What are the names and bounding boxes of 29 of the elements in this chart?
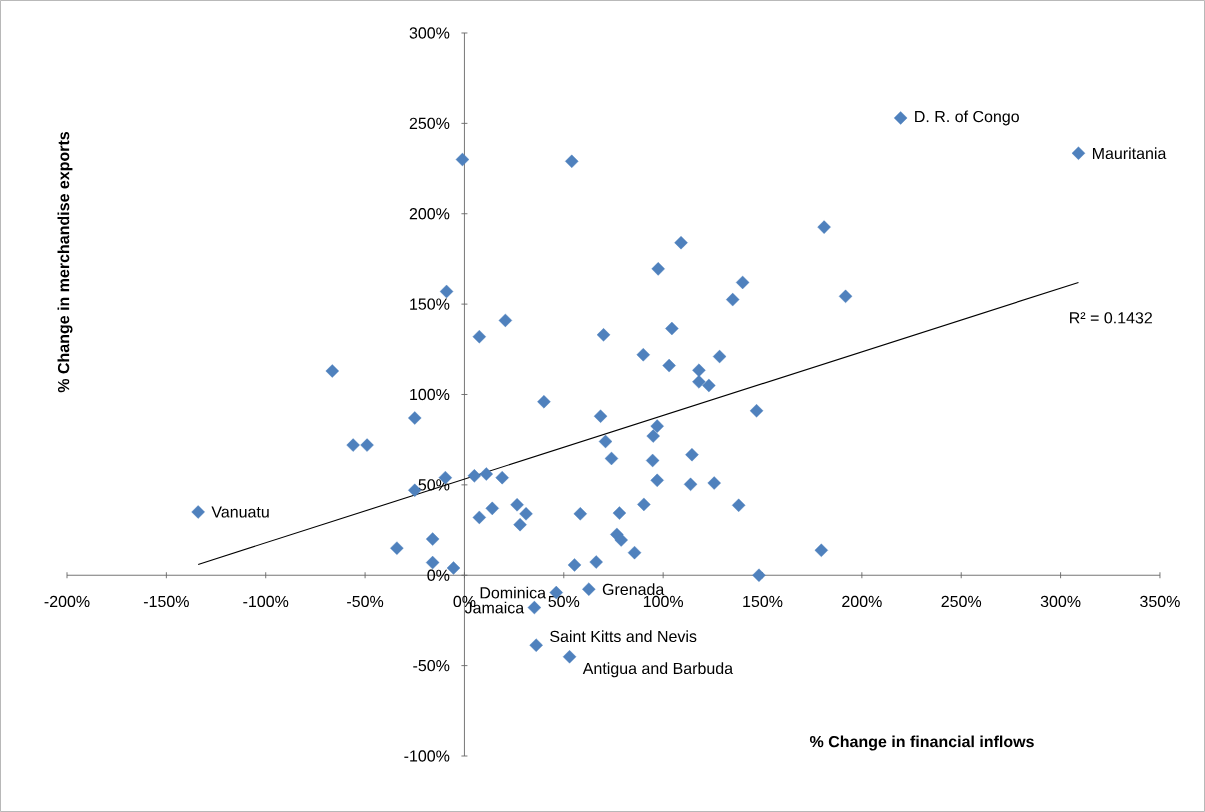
x-axis-title: % Change in financial inflows <box>809 735 1034 751</box>
x-tick-label: -50% <box>347 595 384 608</box>
y-tick-label: 200% <box>409 208 450 220</box>
y-axis-title: % Change in merchandise exports <box>57 131 73 393</box>
x-tick-label: 250% <box>941 595 982 608</box>
y-tick-label: 150% <box>410 298 450 310</box>
x-tick-label: 300% <box>1040 595 1081 608</box>
y-tick-label: 0% <box>427 569 450 581</box>
annotation: D. R. of Congo <box>915 110 1019 126</box>
x-tick-label: 350% <box>1140 595 1180 608</box>
x-tick-label: 150% <box>743 595 783 608</box>
annotation: Grenada <box>602 583 665 596</box>
x-tick-label: 50% <box>548 595 580 608</box>
y-tick-label: -100% <box>404 750 450 762</box>
x-tick-label: -150% <box>143 595 189 608</box>
y-tick-label: -50% <box>413 659 450 672</box>
y-tick-label: 100% <box>410 388 450 401</box>
x-tick-label: 200% <box>842 595 882 608</box>
y-tick-label: 250% <box>409 117 450 130</box>
annotation: R² = 0.1432 <box>1070 312 1152 324</box>
annotation: Antigua and Barbuda <box>582 662 734 678</box>
x-tick-label: -100% <box>243 595 289 608</box>
annotation: Vanuatu <box>211 506 269 518</box>
annotation: Mauritania <box>1092 147 1167 160</box>
x-tick-label: 100% <box>643 595 684 608</box>
annotation: Saint Kitts and Nevis <box>550 630 697 643</box>
y-tick-label: 300% <box>409 27 450 39</box>
x-tick-label: -200% <box>44 595 90 608</box>
annotation: Dominica <box>480 586 547 599</box>
